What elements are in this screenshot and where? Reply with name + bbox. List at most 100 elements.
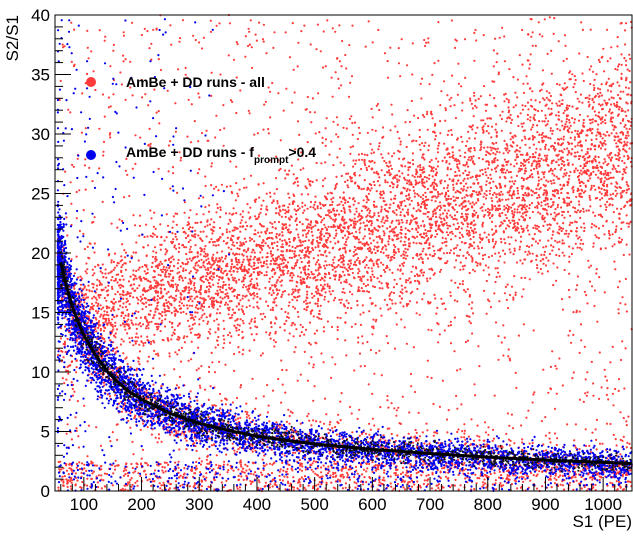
scatter-point (580, 226, 583, 229)
scatter-point (307, 272, 310, 276)
scatter-point (415, 181, 418, 184)
scatter-point (429, 253, 432, 256)
scatter-point (370, 222, 373, 225)
scatter-point (556, 82, 559, 86)
scatter-point (318, 263, 321, 266)
scatter-point (611, 168, 614, 171)
scatter-point (599, 140, 602, 144)
scatter-point (82, 296, 85, 299)
scatter-point (535, 160, 538, 163)
scatter-point (523, 206, 526, 209)
scatter-point (402, 250, 405, 253)
scatter-point (520, 276, 523, 279)
scatter-point (620, 207, 623, 210)
scatter-point (257, 215, 260, 218)
scatter-point (552, 147, 555, 150)
scatter-point (202, 275, 205, 278)
scatter-point (479, 95, 482, 98)
scatter-point (300, 260, 303, 264)
scatter-point (446, 147, 449, 150)
scatter-point (521, 187, 524, 190)
scatter-point (189, 209, 192, 212)
scatter-point (545, 179, 548, 182)
scatter-point (293, 208, 296, 211)
scatter-point (155, 251, 158, 254)
scatter-point (291, 250, 294, 253)
scatter-point (315, 261, 318, 264)
scatter-point (252, 249, 255, 252)
scatter-point (327, 271, 331, 274)
scatter-point (153, 349, 156, 352)
scatter-point (165, 266, 168, 269)
scatter-point (594, 120, 598, 123)
scatter-point (439, 213, 442, 216)
scatter-point (356, 299, 359, 303)
scatter-point (605, 81, 608, 84)
scatter-point (513, 208, 516, 211)
scatter-point (426, 257, 430, 260)
scatter-point (463, 289, 466, 292)
scatter-point (239, 299, 242, 302)
scatter-point (373, 226, 376, 229)
scatter-point (106, 294, 109, 297)
scatter-point (401, 208, 404, 211)
scatter-point (235, 241, 239, 244)
scatter-point (562, 242, 566, 245)
scatter-point (398, 137, 401, 140)
scatter-point (275, 296, 278, 300)
scatter-point (450, 133, 453, 136)
scatter-point (382, 135, 385, 138)
scatter-point (218, 360, 221, 363)
scatter-point (324, 276, 327, 279)
scatter-point (571, 247, 575, 250)
scatter-point (107, 284, 110, 287)
scatter-point (459, 261, 462, 264)
scatter-point (494, 242, 497, 245)
scatter-point (430, 166, 433, 169)
scatter-point (259, 261, 262, 264)
scatter-point (91, 268, 94, 271)
scatter-point (59, 337, 63, 340)
scatter-point (102, 275, 105, 279)
scatter-point (61, 377, 64, 380)
scatter-point (609, 120, 612, 123)
scatter-point (454, 281, 457, 284)
scatter-point (318, 249, 321, 252)
scatter-point (545, 90, 549, 93)
scatter-point (194, 221, 197, 224)
scatter-point (568, 255, 571, 258)
scatter-point (185, 312, 188, 315)
scatter-point (76, 276, 80, 279)
scatter-point (281, 258, 284, 261)
scatter-point (544, 203, 547, 206)
scatter-point (258, 288, 261, 291)
scatter-point (371, 302, 374, 305)
scatter-point (110, 259, 113, 262)
scatter-point (189, 226, 192, 229)
scatter-point (262, 225, 265, 228)
scatter-point (579, 216, 582, 220)
scatter-point (577, 178, 581, 182)
scatter-point (331, 200, 334, 204)
scatter-point (171, 226, 174, 229)
scatter-point (392, 231, 395, 234)
scatter-point (518, 245, 522, 248)
scatter-point (138, 276, 141, 279)
scatter-point (542, 224, 545, 227)
scatter-point (513, 222, 516, 225)
scatter-point (540, 157, 543, 160)
scatter-point (299, 244, 302, 247)
scatter-point (519, 240, 523, 243)
scatter-point (485, 153, 488, 157)
scatter-point (231, 243, 234, 246)
scatter-point (520, 164, 523, 167)
scatter-point (166, 269, 169, 272)
scatter-point (528, 207, 531, 210)
scatter-point (603, 70, 606, 73)
scatter-point (488, 216, 492, 220)
scatter-point (501, 193, 504, 196)
scatter-point (453, 299, 456, 302)
scatter-point (610, 96, 613, 99)
scatter-point (462, 185, 466, 188)
scatter-point (503, 35, 506, 38)
